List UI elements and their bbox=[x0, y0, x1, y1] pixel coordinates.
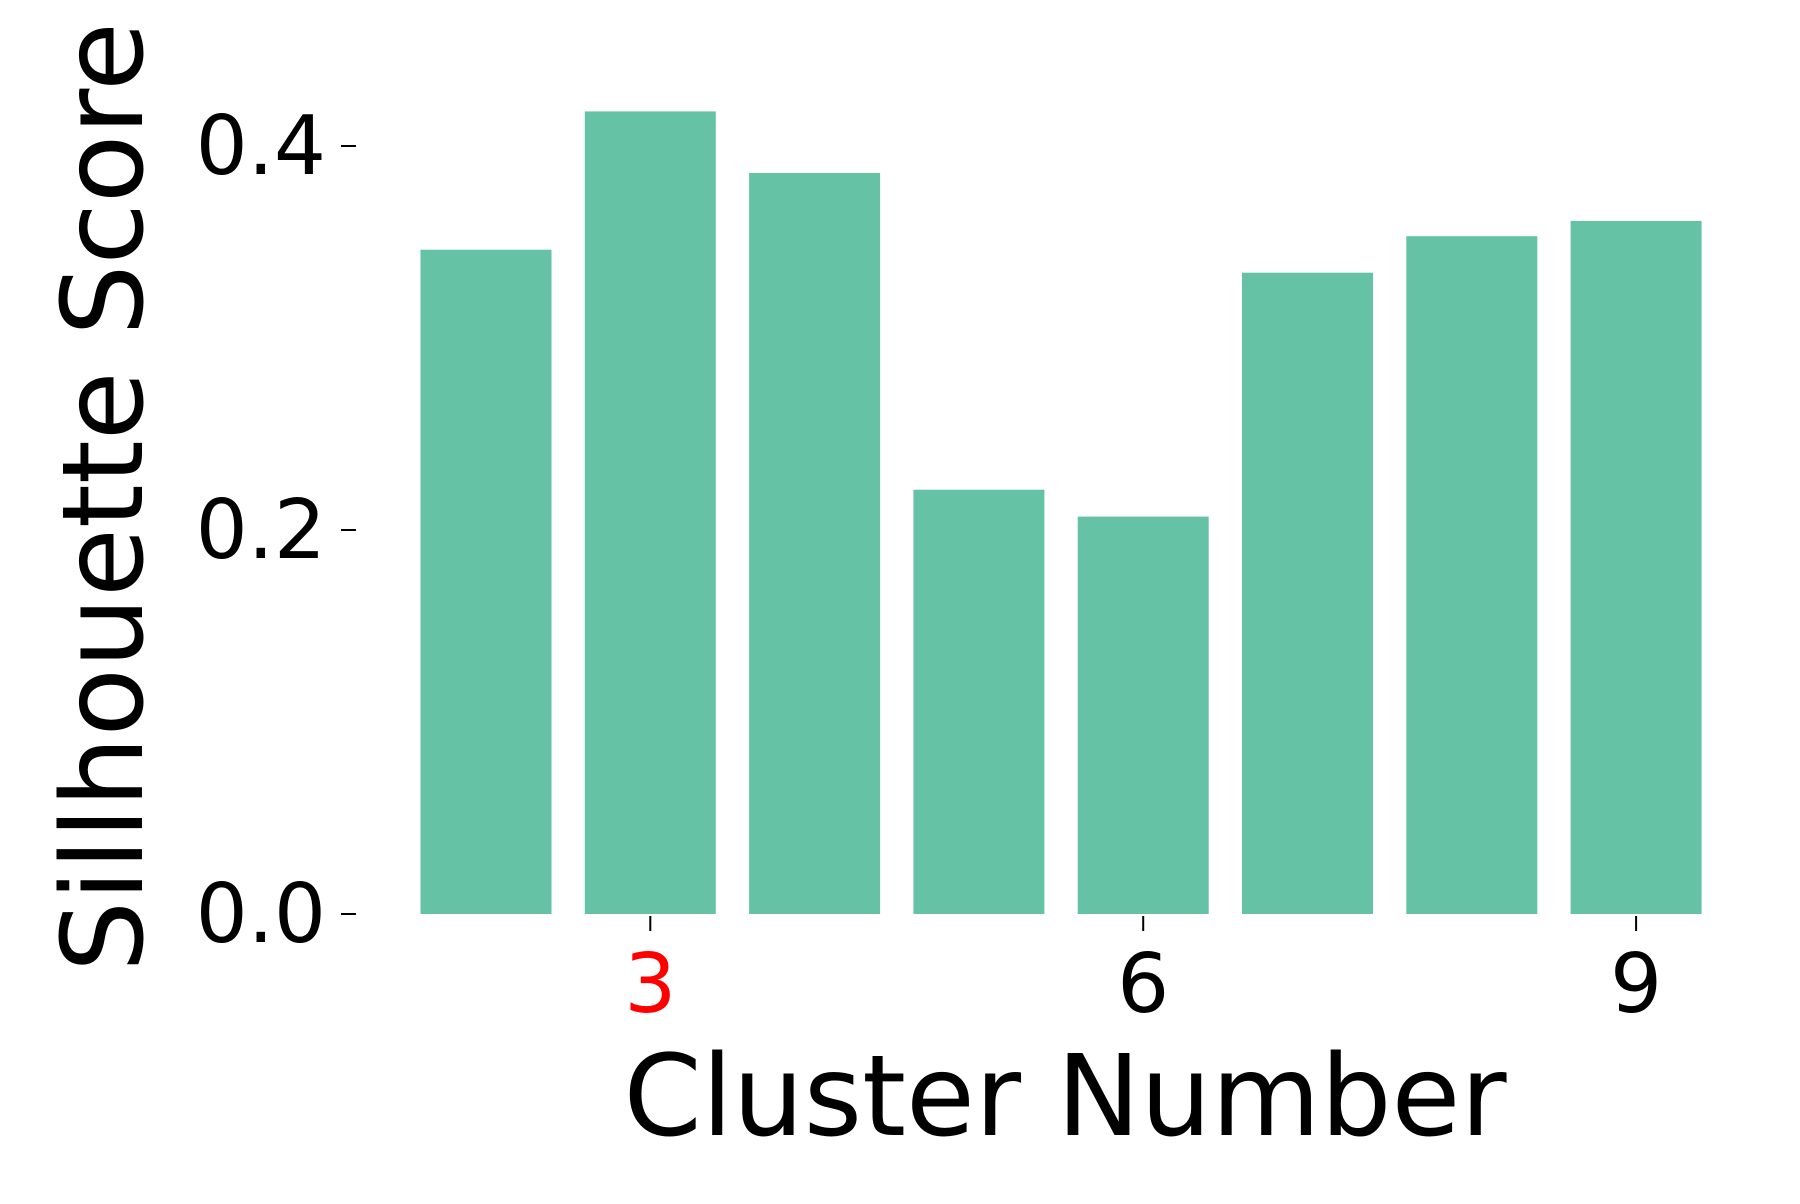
x-axis-label: Cluster Number bbox=[623, 1032, 1507, 1162]
bar-group bbox=[420, 111, 1702, 914]
bar-cluster-6 bbox=[1077, 516, 1209, 914]
bar-cluster-7 bbox=[1242, 272, 1373, 914]
bar-cluster-2 bbox=[420, 249, 552, 914]
y-tick-label: 0.0 bbox=[196, 867, 326, 962]
y-axis-label: Sillhouette Score bbox=[39, 22, 169, 972]
x-tick-label: 9 bbox=[1610, 937, 1662, 1032]
y-tick-label: 0.4 bbox=[196, 99, 326, 194]
bar-cluster-3 bbox=[584, 111, 716, 914]
bar-cluster-9 bbox=[1570, 220, 1702, 914]
bar-cluster-5 bbox=[913, 489, 1045, 914]
bar-cluster-8 bbox=[1406, 236, 1538, 914]
x-tick-label-highlighted: 3 bbox=[624, 937, 676, 1032]
y-axis: 0.0 0.2 0.4 bbox=[196, 99, 356, 962]
x-axis: 3 6 9 bbox=[624, 916, 1662, 1032]
y-tick-label: 0.2 bbox=[196, 483, 326, 578]
x-tick-label: 6 bbox=[1117, 937, 1169, 1032]
bar-cluster-4 bbox=[749, 172, 881, 914]
